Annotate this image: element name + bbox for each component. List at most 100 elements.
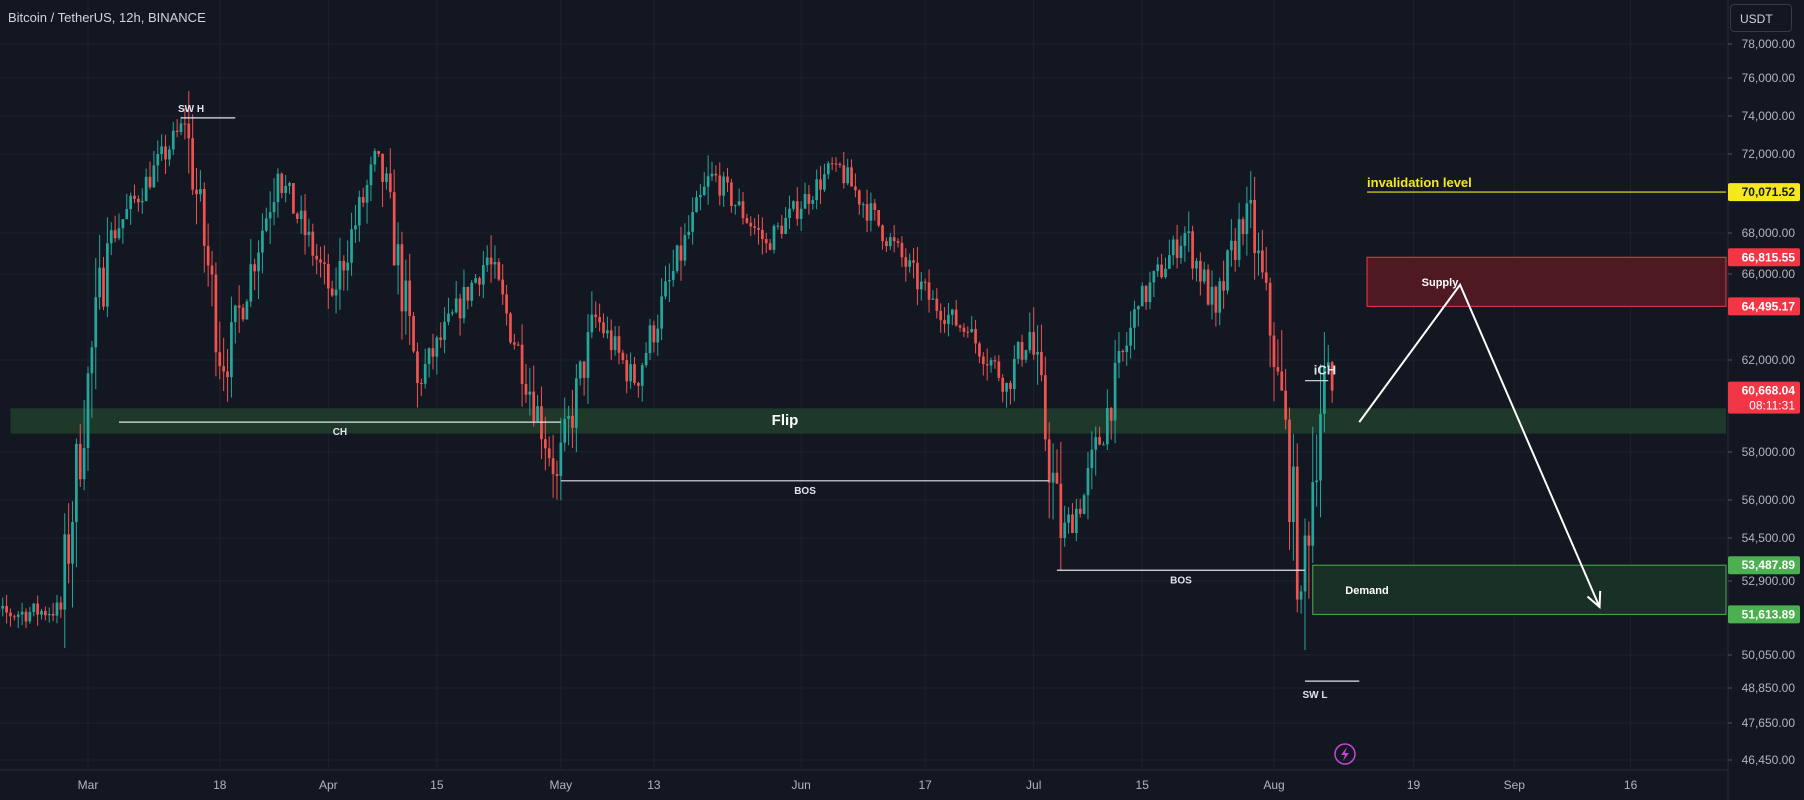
candle-body [660, 296, 663, 329]
candle-body [326, 263, 330, 289]
zone-demand [1312, 564, 1727, 615]
candle-body [1, 605, 5, 609]
candle-body [1330, 362, 1334, 391]
candle-body [1284, 390, 1287, 420]
candle-body [144, 176, 148, 201]
candle-body [233, 305, 237, 323]
candle-body [443, 321, 446, 340]
candle-body [1012, 358, 1016, 389]
candle-body [772, 225, 776, 250]
price-axis-tick-label: 66,000.00 [1742, 267, 1796, 281]
candle-body [885, 241, 888, 247]
candle-body [1032, 332, 1036, 355]
candle-body [1148, 282, 1152, 303]
price-axis-tick-label: 54,500.00 [1742, 531, 1796, 545]
candle-body [1102, 444, 1105, 446]
candle-body [334, 289, 338, 296]
price-label-demand [1728, 556, 1800, 575]
candle-body [1272, 335, 1276, 368]
candle-body [675, 245, 679, 272]
candle-body [714, 173, 718, 176]
candle-body [1020, 342, 1024, 360]
candle-body [470, 282, 474, 301]
price-axis-tick-label: 58,000.00 [1742, 445, 1796, 459]
candle-body [792, 201, 795, 209]
candle-body [1156, 264, 1160, 272]
candle-body [939, 310, 943, 321]
candle-body [24, 611, 28, 622]
candle-body [695, 197, 698, 213]
candle-body [346, 262, 350, 271]
candle-body [1276, 367, 1280, 372]
candle-body [303, 210, 307, 236]
lightning-icon[interactable] [1334, 743, 1356, 765]
candle-body [788, 208, 791, 218]
time-axis-tick-label: 15 [1136, 778, 1150, 792]
candle-body [276, 173, 280, 203]
candle-body [78, 443, 82, 480]
candle-body [214, 274, 218, 353]
candle-body [133, 195, 136, 199]
candle-body [206, 245, 210, 266]
projection-path [1358, 282, 1601, 608]
candle-body [838, 163, 842, 166]
time-axis-tick-label: 17 [918, 778, 932, 792]
candle-body [687, 231, 691, 236]
candle-body [416, 351, 419, 383]
candle-body [98, 267, 101, 298]
candle-body [509, 313, 512, 343]
candle-body [637, 383, 640, 386]
candle-body [377, 150, 381, 154]
candle-body [954, 309, 958, 326]
candle-body [113, 230, 117, 239]
candle-body [307, 231, 311, 236]
candle-body [807, 193, 811, 204]
price-label-value: 64,495.17 [1742, 299, 1796, 313]
candle-body [1171, 239, 1175, 256]
currency-button[interactable]: USDT [1730, 4, 1792, 32]
price-label-value: 51,613.89 [1742, 607, 1796, 621]
candle-body [218, 352, 222, 367]
candle-body [183, 123, 187, 125]
candle-body [547, 448, 551, 459]
candle-body [1051, 472, 1055, 483]
candle-body [706, 176, 710, 187]
candle-body [462, 287, 466, 319]
candle-body [598, 317, 601, 323]
candle-body [803, 193, 807, 209]
candle-body [555, 474, 559, 476]
annotation-ich-label: iCH [1314, 363, 1336, 378]
candle-body [292, 183, 295, 214]
candle-body [1078, 508, 1082, 514]
candle-body [842, 165, 846, 184]
candle-body [784, 217, 788, 234]
candle-body [753, 226, 756, 228]
candle-body [299, 210, 303, 219]
candle-body [501, 279, 505, 295]
candle-body [311, 231, 315, 256]
candle-body [210, 265, 214, 275]
candle-body [904, 257, 908, 267]
candle-body [981, 356, 985, 365]
candle-body [869, 203, 873, 221]
time-axis-tick-label: May [550, 778, 573, 792]
candle-body [873, 203, 877, 211]
candle-body [1187, 231, 1191, 233]
candle-body [850, 167, 853, 187]
candle-body [606, 330, 609, 334]
price-axis-tick-label: 78,000.00 [1742, 37, 1796, 51]
candle-body [249, 264, 253, 302]
candle-body [730, 182, 733, 207]
candle-body [94, 297, 98, 348]
candle-body [1055, 472, 1059, 484]
candle-body [1152, 271, 1156, 283]
price-label-value: 66,815.55 [1742, 250, 1796, 264]
time-axis-tick-label: 18 [213, 778, 227, 792]
candle-body [419, 383, 423, 384]
candle-body [947, 314, 950, 324]
candle-body [450, 312, 454, 314]
candle-body [978, 343, 981, 357]
candle-body [404, 280, 408, 312]
